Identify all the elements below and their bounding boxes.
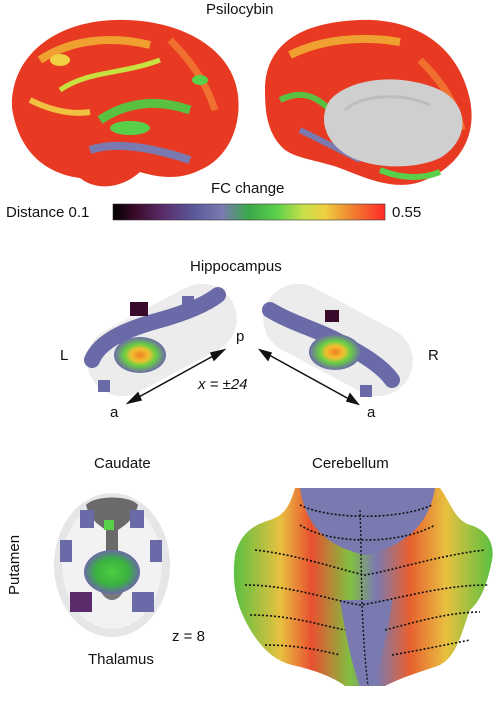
colorbar-right-label: 0.55 [392, 204, 422, 221]
hippocampus-right [262, 283, 413, 397]
psilocybin-title: Psilocybin [206, 1, 274, 18]
thalamus-label: Thalamus [88, 651, 154, 668]
hippocampus-arrows [125, 348, 361, 406]
cortex-medial-view [265, 19, 472, 185]
caudate-label: Caudate [94, 455, 151, 472]
hippocampus-right-label: R [428, 347, 439, 364]
axial-slice [54, 493, 170, 637]
colorbar-left-label: Distance 0.1 [6, 204, 90, 221]
slice-label: z = 8 [172, 628, 205, 645]
cerebellum-flatmap [233, 488, 493, 687]
colorbar-title: FC change [211, 180, 285, 197]
putamen-label: Putamen [6, 534, 23, 595]
hippocampus-left [84, 283, 237, 397]
hippocampus-anterior-left-label: a [110, 404, 119, 421]
cortex-lateral-view [11, 19, 239, 187]
hippocampus-title: Hippocampus [190, 258, 282, 275]
hippocampus-coordinate-label: x = ±24 [198, 376, 248, 393]
hippocampus-posterior-label: p [236, 328, 245, 345]
hippocampus-left-label: L [60, 347, 69, 364]
cerebellum-label: Cerebellum [312, 455, 389, 472]
fc-change-colorbar [112, 203, 386, 221]
hippocampus-anterior-right-label: a [367, 404, 376, 421]
